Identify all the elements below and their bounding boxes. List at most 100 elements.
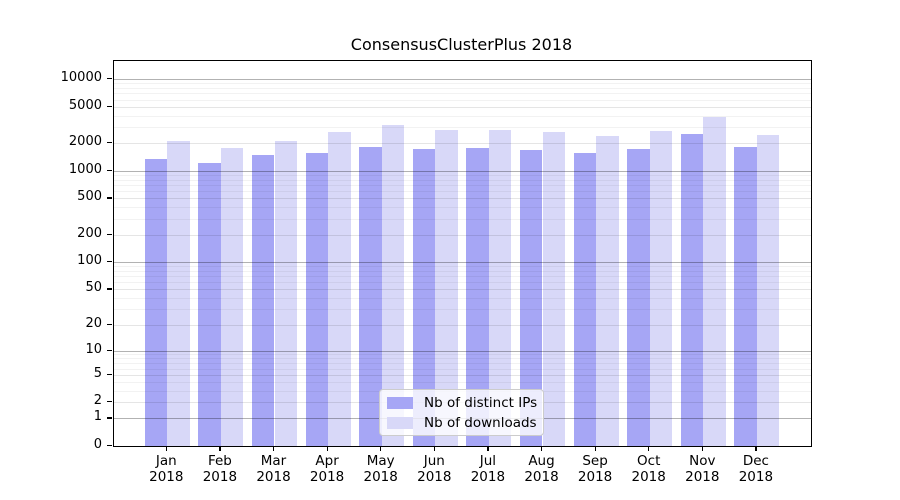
x-tick-mark [380,446,382,451]
bar-downloads [381,124,405,446]
legend-item-distinct-ips: Nb of distinct IPs [387,394,538,411]
y-tick-label: 20 [85,315,102,331]
y-tick-label: 1000 [68,161,102,177]
x-tick-mark [219,446,221,451]
x-tick-label-month: Mar [260,453,287,469]
x-tick-label-month: Sep [582,453,608,469]
x-tick-label: Nov 2018 [672,453,732,485]
x-tick-label-month: Jan [155,453,177,469]
x-tick-mark [648,446,650,451]
x-tick-label-year: 2018 [149,469,184,485]
x-tick-label: Oct 2018 [619,453,679,485]
x-tick-label-year: 2018 [685,469,720,485]
x-tick-mark [541,446,543,451]
x-tick-label-year: 2018 [417,469,452,485]
bar-downloads [221,148,244,446]
x-tick-label-year: 2018 [524,469,559,485]
x-tick-mark [273,446,275,451]
x-tick-label-month: Aug [528,453,555,469]
bar-distinct-ips [412,148,436,446]
bar-downloads [328,132,351,446]
x-axis: Jan 2018 Feb 2018 Mar 2018 Apr 2018 May 2018 Jun 20… [113,446,810,500]
y-tick-label: 500 [77,189,102,205]
x-tick-label-year: 2018 [631,469,666,485]
bar-distinct-ips [252,154,275,446]
bar-distinct-ips [144,159,168,446]
y-tick-label: 5 [93,365,102,381]
x-tick-label-year: 2018 [202,469,238,485]
x-tick-label: Jun 2018 [404,453,464,485]
x-tick-label-month: May [366,453,395,469]
y-tick-mark [107,261,112,263]
y-tick-label: 5000 [68,97,102,113]
y-tick-label: 10 [85,341,102,357]
bar-distinct-ips [466,148,489,446]
x-tick-label: Mar 2018 [244,453,304,485]
x-tick-label-year: 2018 [363,469,398,485]
x-tick-label: Apr 2018 [297,453,357,485]
y-tick-label: 200 [77,225,102,241]
legend-item-downloads: Nb of downloads [387,414,537,431]
x-tick-label: Dec 2018 [726,453,786,485]
x-tick-label-year: 2018 [577,469,613,485]
y-axis: 0 1 2 5 10 20 50 100 200 500 1000 2000 5000 10000 [0,60,113,452]
y-tick-label: 10000 [60,70,102,86]
bar-downloads [489,130,512,446]
gridline-minor [114,83,811,85]
legend-label-downloads: Nb of downloads [424,414,537,431]
y-tick-mark [107,105,112,107]
y-tick-label: 100 [77,253,102,269]
x-tick-label: Feb 2018 [190,453,250,485]
bar-downloads [757,134,780,446]
bar-distinct-ips [573,152,596,446]
y-tick-mark [107,197,112,199]
x-tick-mark [165,446,167,451]
y-tick-mark [107,445,112,447]
bar-downloads [596,135,619,446]
x-tick-label-month: Apr [315,453,339,469]
x-tick-label-month: Jul [479,453,497,469]
y-tick-mark [107,169,112,172]
chart-title: ConsensusClusterPlus 2018 [350,35,573,54]
x-tick-label-month: Oct [637,453,661,469]
gridline-minor [114,99,811,101]
bar-distinct-ips [627,149,650,446]
y-tick-mark [107,78,112,80]
bar-downloads [274,140,297,446]
bar-downloads [542,131,565,446]
y-tick-mark [107,417,112,419]
x-tick-label-year: 2018 [738,469,774,485]
bar-downloads [703,117,726,446]
bar-distinct-ips [680,134,704,446]
y-tick-label: 2000 [68,134,102,150]
x-tick-label-month: Dec [742,453,769,469]
legend-swatch-distinct-ips-icon [387,396,413,409]
gridline-minor [114,106,811,108]
y-tick-mark [107,323,112,325]
bar-downloads [167,141,190,446]
x-tick-label-month: Feb [207,453,232,469]
x-tick-label: Jul 2018 [458,453,518,485]
gridline-minor [114,88,811,90]
legend: Nb of distinct IPs Nb of downloads [379,389,544,436]
x-tick-mark [326,446,328,451]
x-tick-mark [487,446,489,451]
x-tick-mark [433,446,435,451]
y-tick-mark [107,373,112,375]
x-tick-label-month: Nov [689,453,716,469]
bar-downloads [435,129,458,446]
x-tick-label-year: 2018 [256,469,291,485]
bar-distinct-ips [520,150,543,446]
x-tick-mark [701,446,703,451]
gridline-minor [114,93,811,95]
y-tick-mark [107,349,112,351]
x-tick-mark [755,446,757,451]
legend-label-distinct-ips: Nb of distinct IPs [424,394,538,411]
x-tick-label: May 2018 [351,453,411,485]
bar-distinct-ips [305,153,328,446]
legend-swatch-downloads-icon [387,416,413,429]
x-tick-label-year: 2018 [309,469,345,485]
x-tick-label-year: 2018 [470,469,506,485]
y-tick-label: 2 [93,393,102,409]
y-tick-mark [107,233,112,235]
